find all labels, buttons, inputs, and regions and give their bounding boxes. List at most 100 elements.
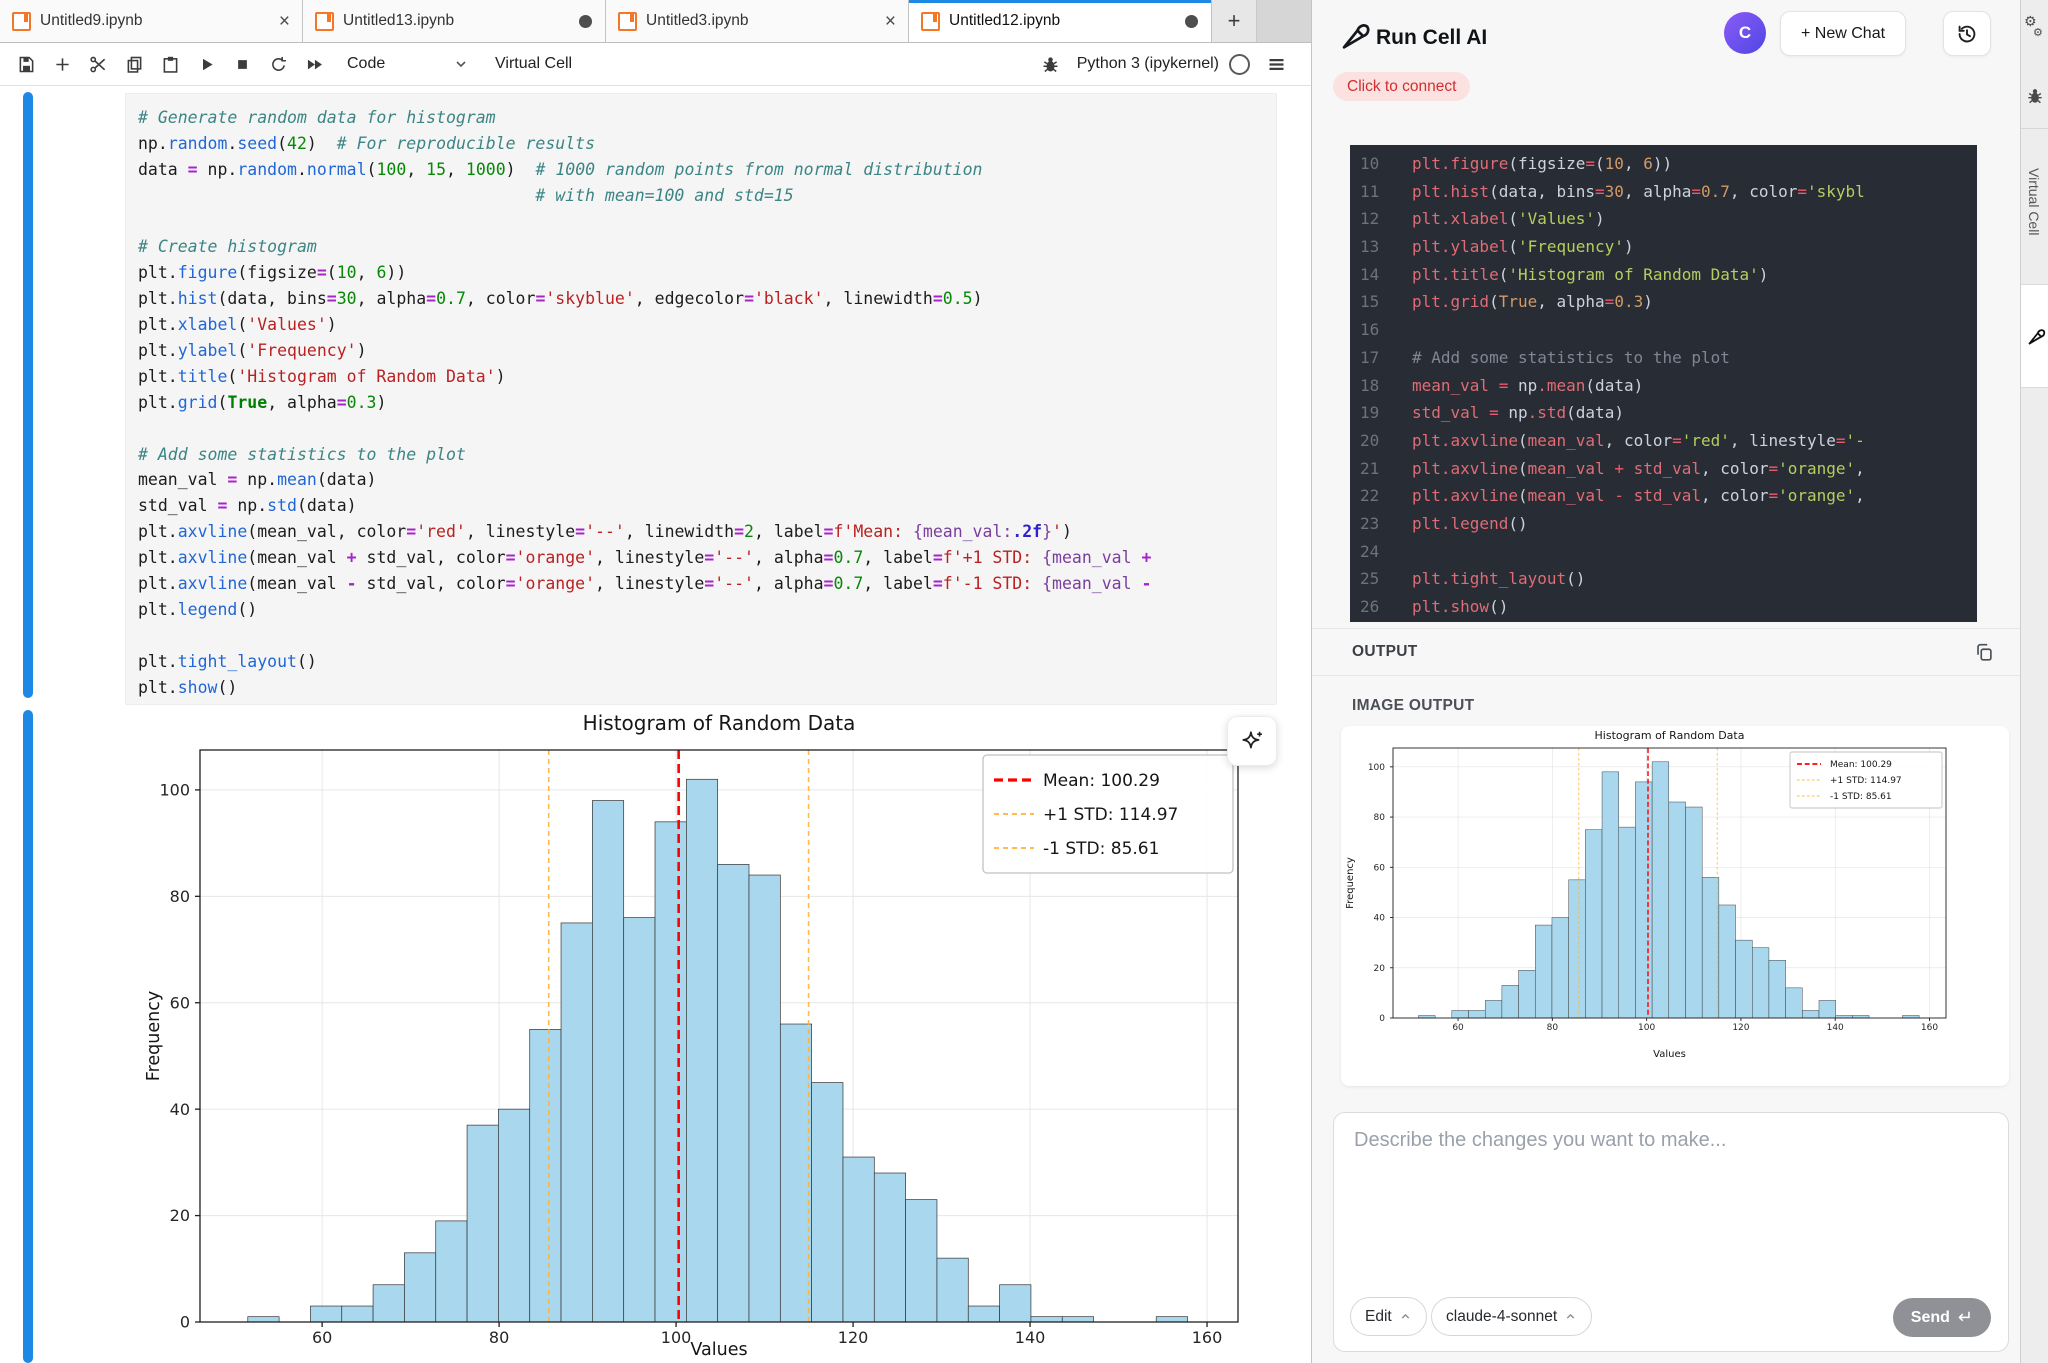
svg-text:Histogram of Random Data: Histogram of Random Data	[583, 711, 856, 735]
copy-icon	[127, 56, 142, 73]
copy-button[interactable]	[118, 49, 151, 79]
add-button[interactable]	[46, 49, 79, 79]
code-line: plt.axvline(mean_val - std_val, color='o…	[138, 574, 1152, 594]
code-line: data = np.random.normal(100, 15, 1000) #…	[138, 159, 983, 179]
tab-untitled3-ipynb[interactable]: Untitled3.ipynb ×	[606, 0, 909, 42]
code-line: mean_val = np.mean(data)	[138, 470, 377, 490]
tab-label: Untitled3.ipynb	[646, 12, 749, 29]
chat-history-button[interactable]	[1943, 11, 1991, 56]
mode-dropdown[interactable]: Edit	[1350, 1297, 1427, 1336]
code-line: 25 plt.tight_layout()	[1360, 569, 1586, 589]
connection-status-badge[interactable]: Click to connect	[1333, 72, 1471, 101]
active-cell-indicator-code[interactable]	[23, 92, 33, 698]
svg-text:-1 STD: 85.61: -1 STD: 85.61	[1830, 792, 1892, 802]
ai-sparkle-button[interactable]	[1227, 716, 1277, 766]
code-line: 22 plt.axvline(mean_val - std_val, color=…	[1360, 486, 1865, 506]
virtual-cell-label: Virtual Cell	[495, 55, 573, 72]
code-line: 15 plt.grid(True, alpha=0.3)	[1360, 292, 1653, 312]
chat-composer: Edit claude-4-sonnet Send ↵	[1333, 1112, 2009, 1352]
tab-close-icon[interactable]: ×	[884, 10, 896, 32]
cell-type-dropdown[interactable]: Code	[347, 55, 469, 73]
hamburger-menu-icon[interactable]	[1260, 49, 1293, 79]
svg-text:20: 20	[1374, 964, 1386, 974]
run-cell-ai-panel: Run Cell AI C + New Chat Click to connec…	[1311, 0, 2021, 1363]
svg-text:Values: Values	[1653, 1049, 1686, 1060]
svg-text:60: 60	[312, 1328, 332, 1347]
sidebar-tab-virtual-cell[interactable]: Virtual Cell	[2026, 168, 2042, 236]
code-line: 17 # Add some statistics to the plot	[1360, 347, 1730, 367]
stop-icon	[238, 59, 247, 69]
code-cell-editor[interactable]: # Generate random data for histogram np.r…	[125, 93, 1277, 705]
cut-button[interactable]	[82, 49, 115, 79]
svg-text:120: 120	[838, 1328, 869, 1347]
divider	[2021, 128, 2048, 129]
fast-forward-icon	[307, 59, 322, 69]
paste-button[interactable]	[154, 49, 187, 79]
new-chat-button[interactable]: + New Chat	[1780, 11, 1907, 56]
send-button[interactable]: Send ↵	[1892, 1298, 1991, 1337]
new-tab-button[interactable]: +	[1212, 0, 1257, 42]
send-label: Send	[1910, 1308, 1950, 1326]
svg-text:120: 120	[1732, 1023, 1749, 1033]
code-line: 10 plt.figure(figsize=(10, 6))	[1360, 154, 1673, 173]
svg-text:40: 40	[1374, 914, 1386, 924]
code-line: std_val = np.std(data)	[138, 496, 357, 516]
code-line: 24	[1360, 541, 1380, 561]
chat-input[interactable]	[1352, 1127, 1986, 1281]
svg-text:100: 100	[661, 1328, 692, 1347]
svg-text:+1 STD: 114.97: +1 STD: 114.97	[1830, 776, 1902, 786]
history-clock-icon	[1958, 25, 1976, 42]
fast-forward-button[interactable]	[298, 49, 331, 79]
histogram-figure: 60 80 100 120 140 160 0 20 40 60 80 100 Histogram of…	[145, 711, 1239, 1360]
svg-text:⚙: ⚙	[2024, 14, 2037, 30]
sidebar-tab-run-cell-ai[interactable]	[2021, 284, 2048, 388]
code-line: 14 plt.title('Histogram of Random Data')	[1360, 264, 1769, 284]
run-icon	[203, 58, 213, 70]
model-dropdown[interactable]: claude-4-sonnet	[1431, 1297, 1593, 1336]
svg-text:Frequency: Frequency	[1345, 857, 1356, 909]
restart-button[interactable]	[262, 49, 295, 79]
code-line: # Create histogram	[138, 237, 317, 257]
tab-label: Untitled13.ipynb	[343, 12, 455, 29]
stop-button[interactable]	[226, 49, 259, 79]
svg-text:80: 80	[1547, 1023, 1559, 1033]
svg-text:60: 60	[1452, 1023, 1464, 1033]
mode-value: Edit	[1365, 1307, 1392, 1325]
svg-text:140: 140	[1015, 1328, 1046, 1347]
notebook-icon	[921, 11, 940, 31]
code-line: plt.title('Histogram of Random Data')	[138, 366, 506, 386]
notebook-panel: Untitled9.ipynb × Untitled13.ipynb Untitled…	[0, 0, 1311, 1363]
tab-untitled9-ipynb[interactable]: Untitled9.ipynb ×	[0, 0, 303, 42]
svg-text:160: 160	[1192, 1328, 1223, 1347]
svg-text:Mean: 100.29: Mean: 100.29	[1043, 771, 1160, 791]
svg-text:40: 40	[170, 1100, 190, 1119]
property-inspector-gears-icon[interactable]: ⚙ ⚙	[2021, 12, 2048, 38]
carrot-icon	[1342, 24, 1370, 49]
chevron-down-icon	[456, 61, 466, 68]
active-cell-indicator-output[interactable]	[23, 710, 33, 1363]
copy-icon[interactable]	[1973, 641, 1995, 663]
run-button[interactable]	[190, 49, 223, 79]
tab-label: Untitled12.ipynb	[949, 12, 1061, 29]
sparkle-icon	[1242, 731, 1262, 749]
tab-dirty-dot[interactable]	[579, 14, 592, 28]
add-icon	[56, 57, 69, 71]
code-line: 12 plt.xlabel('Values')	[1360, 209, 1605, 229]
svg-text:Histogram of Random Data: Histogram of Random Data	[1595, 729, 1745, 742]
code-line	[138, 416, 1276, 442]
notebook-icon	[12, 11, 31, 31]
save-button[interactable]	[10, 49, 43, 79]
tab-close-icon[interactable]: ×	[278, 10, 290, 32]
tab-dirty-dot[interactable]	[1185, 14, 1198, 28]
tab-untitled13-ipynb[interactable]: Untitled13.ipynb	[303, 0, 606, 42]
kernel-name[interactable]: Python 3 (ipykernel)	[1076, 55, 1219, 72]
tab-untitled12-ipynb[interactable]: Untitled12.ipynb	[909, 0, 1212, 42]
svg-text:Frequency: Frequency	[145, 991, 164, 1081]
notebook-icon	[618, 11, 637, 31]
debugger-bug-icon[interactable]	[1034, 49, 1067, 79]
debugger-bug-icon[interactable]	[2021, 86, 2048, 106]
svg-text:Values: Values	[690, 1340, 747, 1360]
code-line: 16	[1360, 320, 1380, 340]
user-avatar[interactable]: C	[1724, 12, 1766, 54]
